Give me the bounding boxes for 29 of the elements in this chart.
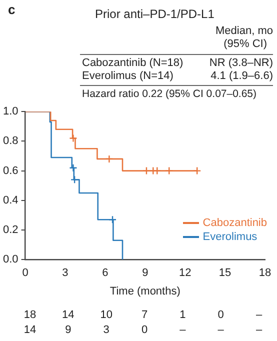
x-tick-label: 12 — [178, 267, 192, 280]
text: 4.1 (1.9–6.6) — [210, 70, 273, 82]
x-tick-label: 6 — [102, 267, 108, 280]
legend-label: Cabozantinib — [202, 216, 267, 230]
y-tick-label: 0.4 — [2, 194, 18, 206]
text: 14 9 3 0 – – – — [24, 324, 262, 336]
text: 18 14 10 7 1 0 – — [24, 309, 262, 321]
text: c — [8, 2, 16, 17]
legend-label: Everolimus — [202, 230, 258, 244]
x-tick-label: 15 — [218, 267, 232, 280]
y-tick-label: 0.2 — [2, 224, 18, 236]
text: Median, mo — [216, 25, 273, 37]
point — [69, 134, 78, 142]
text: NR (3.8–NR) — [209, 57, 273, 69]
y-tick-label: 0.6 — [2, 164, 18, 177]
text: Hazard ratio 0.22 (95% CI 0.07–0.65) — [82, 88, 257, 100]
x-tick-label: 9 — [142, 267, 148, 280]
chart-title: Prior anti–PD-1/PD-L1 — [95, 7, 214, 21]
x-tick-label: 0 — [22, 267, 28, 280]
y-tick-label: 0.0 — [2, 254, 18, 266]
y-tick-label: 1.0 — [2, 106, 18, 118]
x-axis-title: Time (months) — [110, 285, 180, 298]
x-tick-label: 18 — [258, 267, 272, 280]
point — [69, 164, 78, 172]
x-tick-label: 3 — [62, 267, 68, 280]
text: Everolimus (N=14) — [82, 70, 174, 82]
text: Cabozantinib (N=18) — [82, 57, 184, 69]
y-tick-label: 0.8 — [2, 135, 18, 148]
text: (95% CI) — [224, 38, 267, 50]
